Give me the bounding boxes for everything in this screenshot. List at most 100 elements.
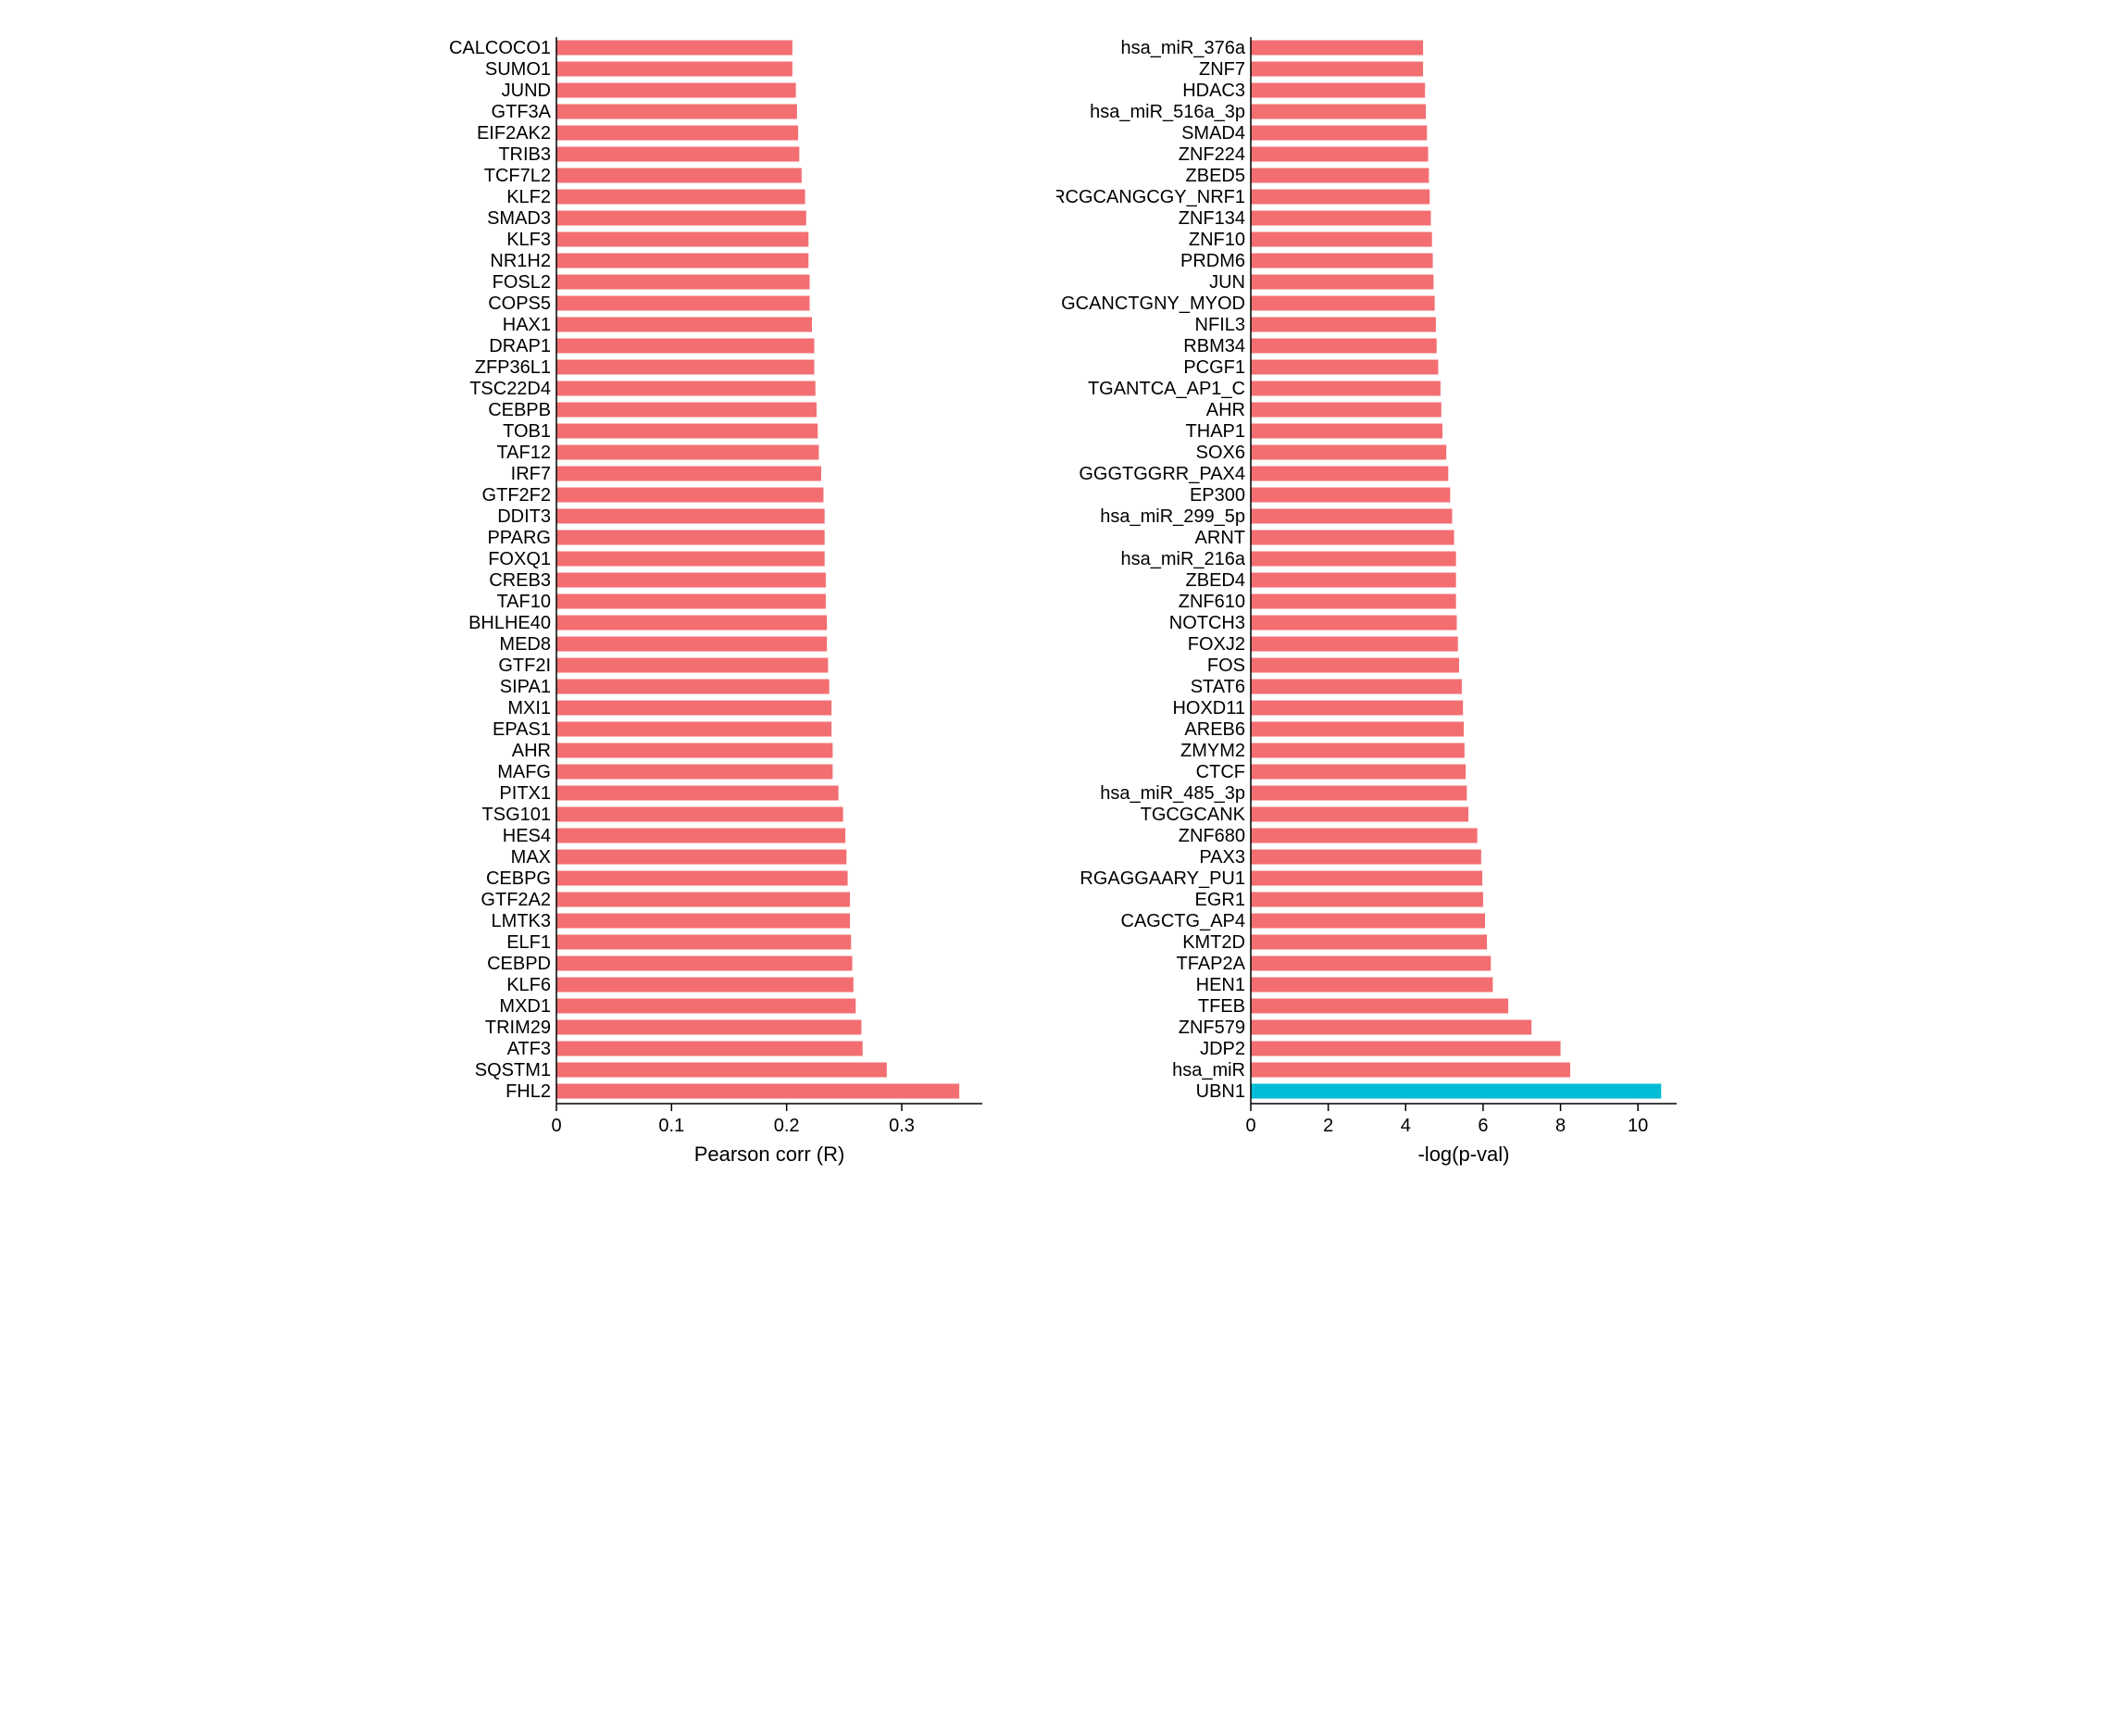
bar-label: TGANTCA_AP1_C bbox=[1088, 379, 1245, 399]
bar-label: GTF2A2 bbox=[481, 890, 551, 910]
bar bbox=[556, 1063, 887, 1078]
bar bbox=[1251, 105, 1426, 119]
bar bbox=[556, 701, 831, 716]
bar bbox=[1251, 41, 1423, 56]
bar bbox=[556, 360, 814, 375]
bar-label: PPARG bbox=[487, 528, 551, 548]
bar-label: GGGTGGRR_PAX4 bbox=[1079, 464, 1245, 484]
bar-label: DRAP1 bbox=[489, 336, 551, 356]
bar-label: ZNF224 bbox=[1179, 144, 1245, 165]
bar bbox=[1251, 658, 1459, 673]
bar-label: SMAD3 bbox=[487, 208, 551, 229]
bar bbox=[556, 211, 806, 226]
bar bbox=[556, 147, 799, 162]
bar bbox=[556, 722, 831, 737]
bar bbox=[556, 488, 823, 503]
bar-label: KLF6 bbox=[506, 975, 551, 995]
bar-label: RGAGGAARY_PU1 bbox=[1080, 868, 1245, 889]
x-tick-label: 0 bbox=[551, 1116, 561, 1136]
bar bbox=[556, 531, 825, 545]
bar-label: ZBED5 bbox=[1186, 166, 1245, 186]
bar bbox=[1251, 190, 1429, 205]
bar bbox=[1251, 509, 1452, 524]
bar-label: MAFG bbox=[497, 762, 551, 782]
bar-label: STAT6 bbox=[1191, 677, 1245, 697]
bar-label: PAX3 bbox=[1199, 847, 1245, 868]
bar bbox=[1251, 829, 1478, 843]
bar bbox=[556, 935, 851, 950]
x-tick-label: 0.1 bbox=[658, 1116, 684, 1136]
x-tick-label: 8 bbox=[1555, 1116, 1566, 1136]
bar bbox=[1251, 552, 1456, 567]
bar-label: MED8 bbox=[499, 634, 551, 655]
bar bbox=[1251, 1042, 1561, 1056]
bar-label: TRIM29 bbox=[485, 1018, 551, 1038]
right-chart: hsa_miR_376aZNF7HDAC3hsa_miR_516a_3pSMAD… bbox=[1056, 19, 1695, 1176]
bar bbox=[1251, 786, 1467, 801]
bar bbox=[556, 829, 845, 843]
x-tick-label: 0.3 bbox=[889, 1116, 915, 1136]
bar bbox=[1251, 254, 1433, 269]
bar-label: hsa_miR_485_3p bbox=[1100, 783, 1245, 804]
bar bbox=[1251, 318, 1436, 332]
bar bbox=[1251, 935, 1487, 950]
x-tick-label: 0.2 bbox=[774, 1116, 800, 1136]
bar bbox=[1251, 147, 1429, 162]
bar-label: KLF2 bbox=[506, 187, 551, 207]
x-tick-label: 0 bbox=[1245, 1116, 1255, 1136]
bar-label: TAF10 bbox=[496, 592, 551, 612]
bar-label: MXD1 bbox=[499, 996, 551, 1017]
bar-label: CAGCTG_AP4 bbox=[1121, 911, 1245, 931]
bar bbox=[556, 424, 818, 439]
x-tick-label: 4 bbox=[1401, 1116, 1411, 1136]
bar bbox=[1251, 850, 1481, 865]
bar-label: ARNT bbox=[1195, 528, 1245, 548]
bar-label: SIPA1 bbox=[500, 677, 551, 697]
bar bbox=[556, 594, 826, 609]
bar bbox=[1251, 765, 1466, 780]
bar bbox=[1251, 701, 1463, 716]
bar bbox=[1251, 616, 1456, 631]
bar-label: KMT2D bbox=[1182, 932, 1245, 953]
bar-label: CEBPB bbox=[488, 400, 551, 420]
bar-label: PITX1 bbox=[499, 783, 551, 804]
bar-label: CEBPG bbox=[486, 868, 551, 889]
bar-label: SMAD4 bbox=[1181, 123, 1245, 144]
bar-label: hsa_miR_376a bbox=[1120, 38, 1245, 58]
bar-label: hsa_miR_516a_3p bbox=[1090, 102, 1245, 122]
bar-label: ATF3 bbox=[507, 1039, 551, 1059]
bar bbox=[1251, 211, 1430, 226]
bar bbox=[1251, 807, 1468, 822]
bar bbox=[1251, 339, 1437, 354]
bar bbox=[556, 1042, 863, 1056]
bar bbox=[556, 62, 793, 77]
bar bbox=[556, 126, 798, 141]
bar bbox=[1251, 445, 1446, 460]
bar-label: THAP1 bbox=[1186, 421, 1245, 442]
bar bbox=[1251, 126, 1427, 141]
bar bbox=[1251, 999, 1508, 1014]
x-tick-label: 6 bbox=[1478, 1116, 1488, 1136]
bar bbox=[1251, 169, 1429, 183]
bar-label: HES4 bbox=[503, 826, 551, 846]
bar-label: LMTK3 bbox=[492, 911, 551, 931]
bar-label: TSG101 bbox=[482, 805, 551, 825]
bar bbox=[556, 190, 805, 205]
bar bbox=[1251, 637, 1458, 652]
bar bbox=[556, 41, 793, 56]
bar bbox=[1251, 722, 1464, 737]
bar bbox=[556, 914, 850, 929]
bar-label: ZNF10 bbox=[1189, 230, 1245, 250]
bar bbox=[556, 786, 839, 801]
bar bbox=[556, 658, 828, 673]
bar-label: JUND bbox=[502, 81, 551, 101]
bar-label: TCF7L2 bbox=[484, 166, 551, 186]
bar-label: TSC22D4 bbox=[469, 379, 551, 399]
bar bbox=[556, 807, 843, 822]
bar-label: TAF12 bbox=[496, 443, 551, 463]
bar bbox=[1251, 914, 1485, 929]
bar-label: PRDM6 bbox=[1180, 251, 1245, 271]
bar bbox=[1251, 275, 1433, 290]
x-tick-label: 2 bbox=[1323, 1116, 1333, 1136]
bar bbox=[1251, 360, 1438, 375]
